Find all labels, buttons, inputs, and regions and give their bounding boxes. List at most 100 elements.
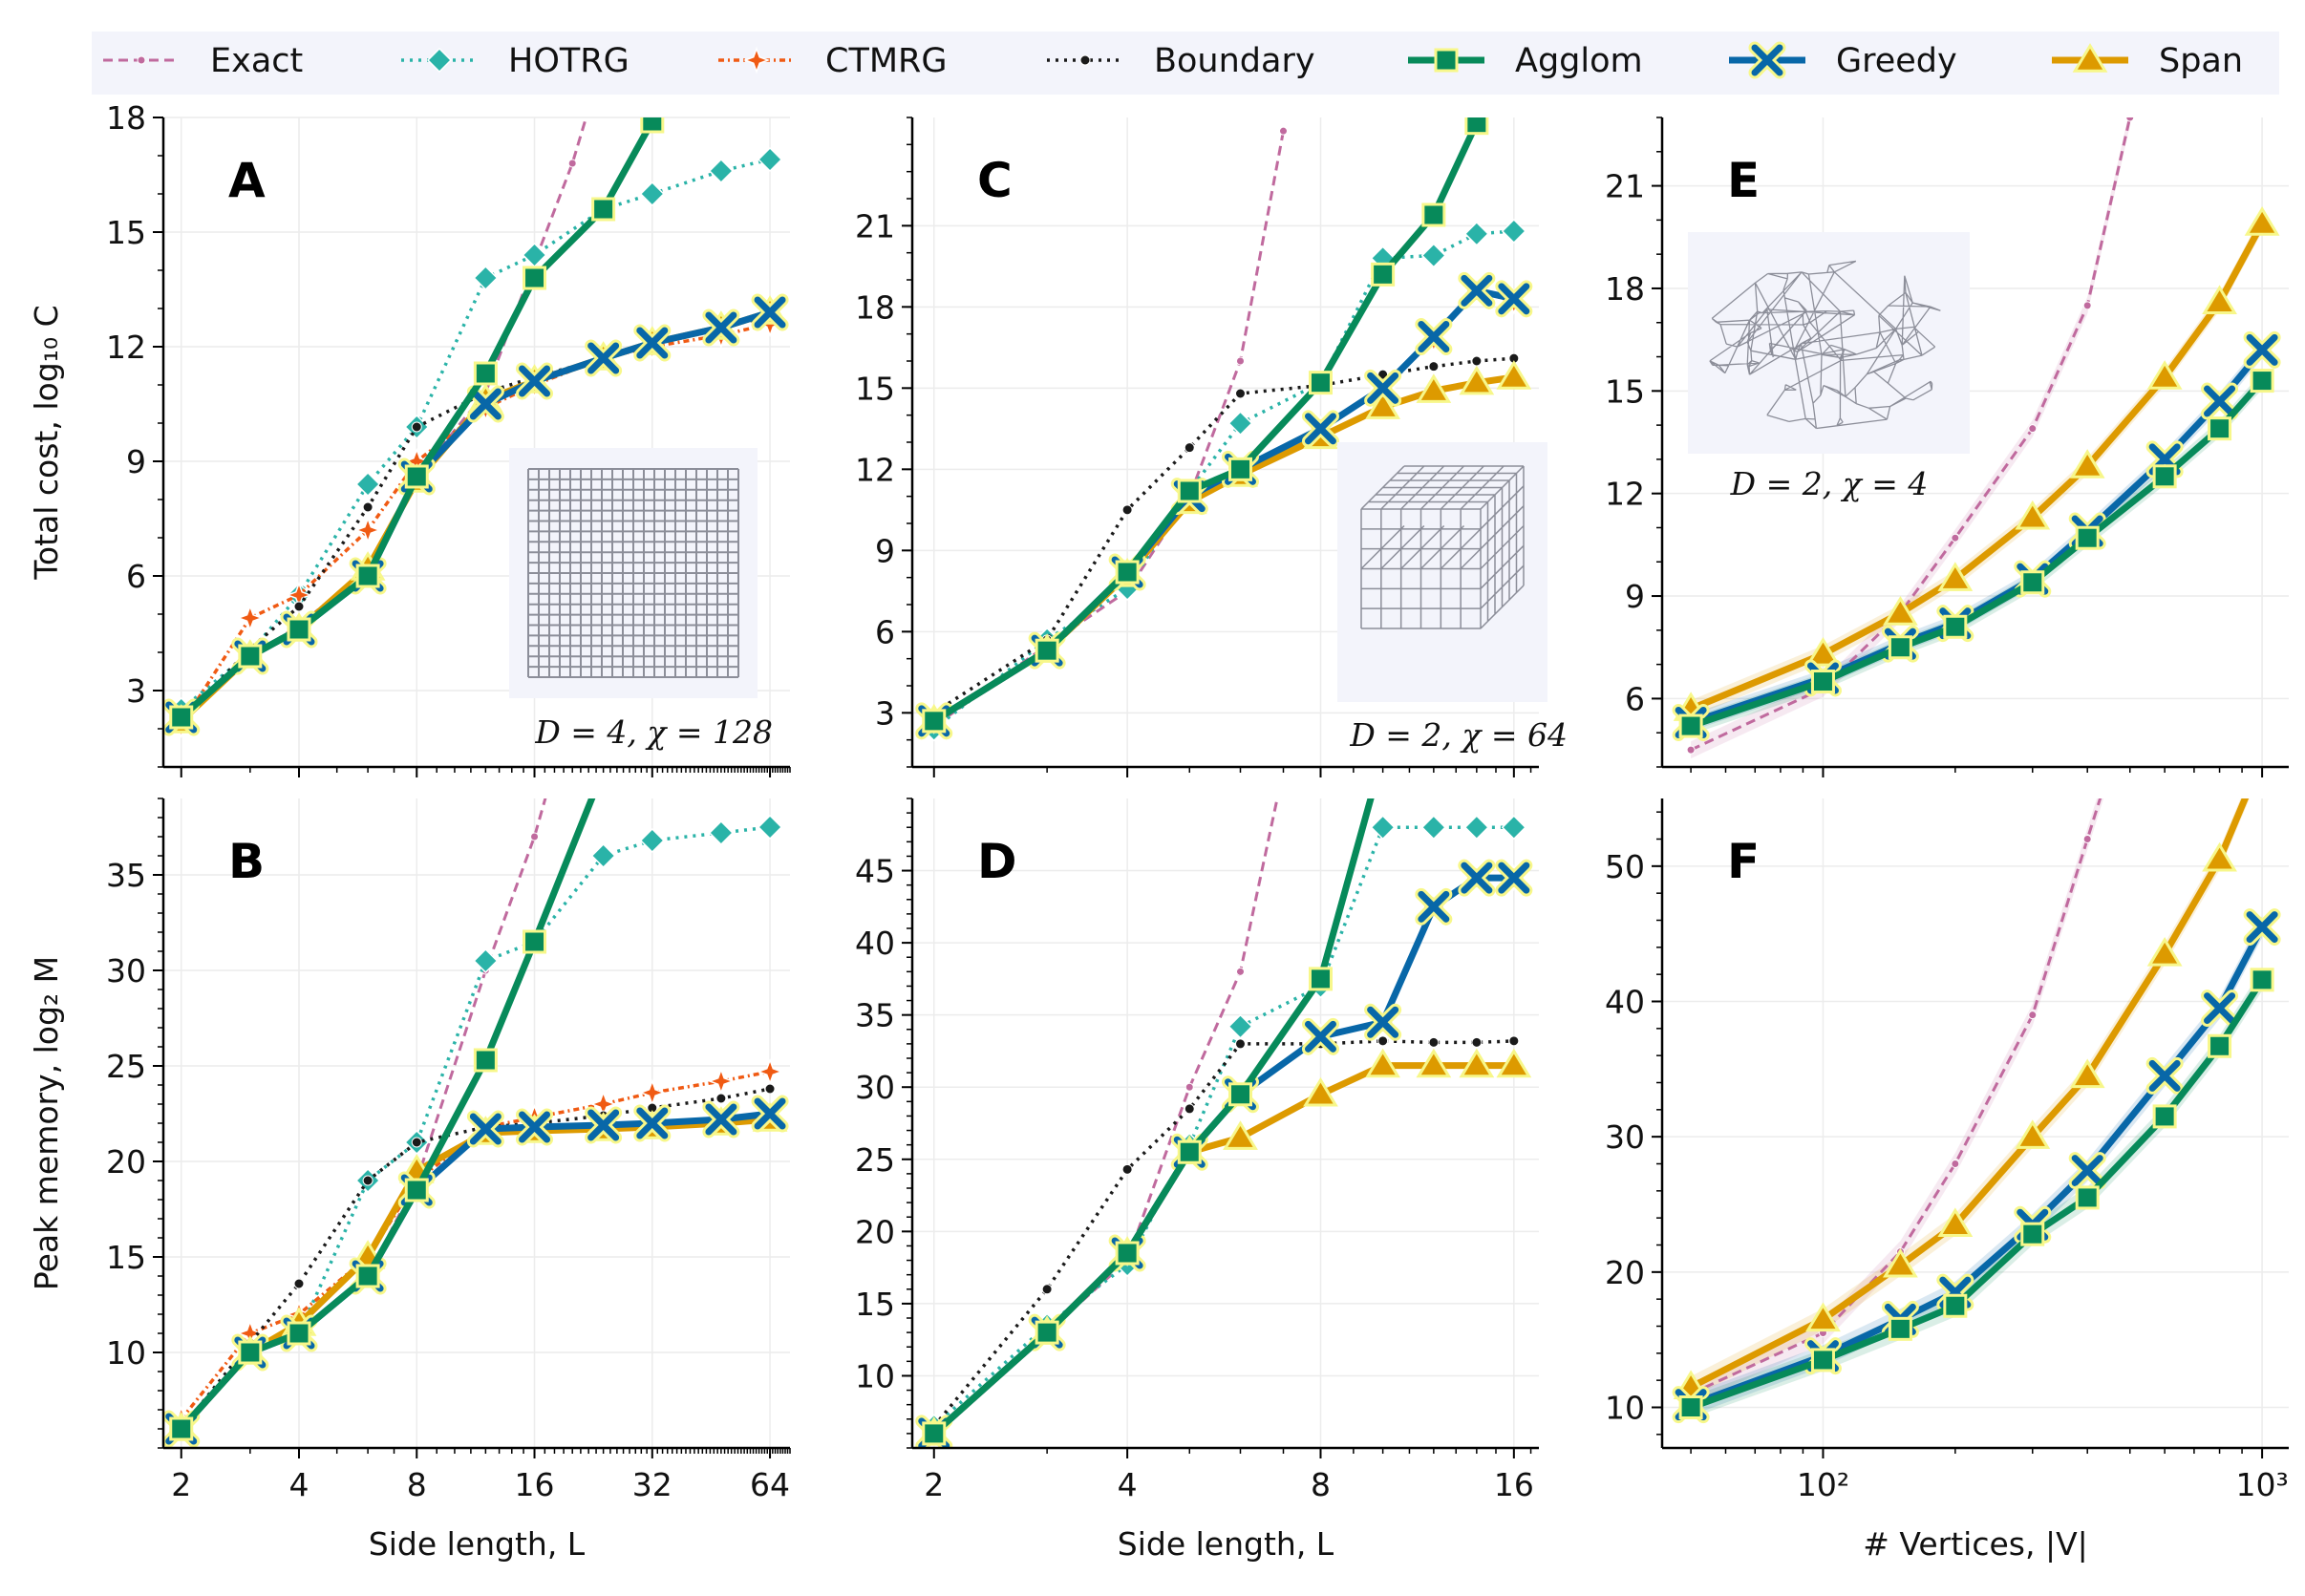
data-point — [2075, 525, 2100, 550]
legend-marker — [1748, 41, 1786, 79]
legend-item-exact: Exact — [103, 42, 303, 80]
plot-area — [163, 117, 789, 739]
inset — [509, 448, 758, 698]
data-point — [466, 385, 504, 423]
data-point — [523, 929, 547, 954]
y-axis-label: Peak memory, log₂ M — [28, 956, 65, 1290]
data-point — [1121, 504, 1133, 516]
data-point — [2202, 285, 2237, 315]
data-point — [708, 158, 734, 184]
y-tick-label: 20 — [855, 1213, 895, 1250]
data-point — [702, 1100, 740, 1138]
data-point — [1227, 411, 1253, 436]
random-graph-icon — [1709, 260, 1941, 430]
data-point — [2015, 1119, 2051, 1149]
marker-cross — [1751, 44, 1783, 76]
data-point — [2202, 841, 2237, 872]
y-tick-label: 20 — [1605, 1254, 1645, 1291]
series-agglom — [1678, 369, 2274, 738]
data-point — [1303, 1076, 1338, 1107]
x-tick-label: 4 — [1118, 1466, 1138, 1503]
data-point — [2243, 908, 2281, 947]
y-tick-label: 3 — [875, 694, 895, 732]
marker-cross — [636, 327, 669, 359]
legend-label: Span — [2159, 42, 2243, 80]
data-point — [1943, 1293, 1968, 1318]
data-point — [2250, 369, 2274, 394]
legend-marker — [426, 47, 453, 74]
x-tick-label: 2 — [171, 1466, 191, 1503]
marker-cross — [1367, 1006, 1399, 1038]
inset — [1688, 232, 1970, 454]
y-tick-label: 3 — [126, 672, 146, 710]
data-point — [1416, 373, 1452, 403]
y-tick-label: 15 — [1605, 372, 1645, 410]
square-lattice-icon — [527, 468, 739, 678]
series-line — [1690, 798, 2102, 1395]
data-point — [2201, 382, 2239, 420]
data-point — [1371, 262, 1396, 287]
marker-cross — [2204, 992, 2236, 1025]
annotation-label: D = 2, χ = 4 — [1730, 465, 1929, 502]
data-point — [568, 699, 576, 707]
data-point — [1459, 1048, 1495, 1078]
data-point — [287, 617, 311, 642]
marker-cross — [636, 1107, 669, 1139]
data-point — [751, 293, 789, 331]
data-point — [1459, 365, 1495, 395]
series-line — [931, 1062, 1514, 1436]
data-point — [355, 471, 381, 498]
data-point — [169, 1416, 194, 1441]
y-tick-label: 21 — [1605, 168, 1645, 205]
y-tick-label: 15 — [855, 1286, 895, 1323]
x-axis-label: Side length, L — [1118, 1525, 1334, 1563]
y-tick-label: 15 — [855, 370, 895, 407]
data-point — [1185, 1082, 1194, 1092]
data-point — [2082, 301, 2092, 310]
plot-area — [1672, 700, 2281, 1424]
x-tick-label: 10² — [1797, 1466, 1849, 1503]
series-agglom — [1678, 968, 2274, 1419]
data-point — [1227, 457, 1252, 481]
data-point — [1235, 356, 1245, 366]
y-tick-label: 12 — [855, 451, 895, 488]
series-greedy — [915, 859, 1533, 1448]
x-tick-label: 32 — [632, 1466, 672, 1503]
data-point — [1428, 361, 1440, 372]
data-point — [639, 827, 665, 854]
panel-d: 10 15 20 25 30 35 40 45 2 4 8 16 Side length, L D — [855, 798, 1539, 1563]
data-point — [2069, 1058, 2105, 1089]
data-point — [1041, 1284, 1053, 1295]
data-point — [1458, 859, 1496, 897]
data-point — [1234, 388, 1246, 399]
panel-e: 6 9 12 15 18 21 E D = 2, χ = 4 — [1605, 117, 2289, 777]
data-point — [1883, 1247, 1918, 1278]
legend-label: HOTRG — [508, 42, 630, 80]
marker-cross — [2071, 1155, 2103, 1187]
data-point — [1370, 815, 1396, 841]
legend-label: Exact — [210, 42, 303, 80]
data-point — [1496, 360, 1532, 390]
data-point — [1115, 560, 1140, 585]
data-point — [1471, 1036, 1483, 1048]
data-point — [2126, 700, 2134, 708]
data-point — [1234, 1038, 1246, 1050]
data-point — [1420, 243, 1446, 268]
series-span — [163, 1102, 788, 1441]
data-point — [355, 564, 380, 588]
data-point — [1308, 967, 1333, 991]
data-point — [1184, 442, 1195, 454]
x-tick-label: 8 — [407, 1466, 427, 1503]
marker-cross — [1367, 372, 1399, 404]
x-tick-label: 8 — [1311, 1466, 1331, 1503]
data-point — [238, 644, 263, 669]
data-point — [1678, 1395, 1703, 1419]
band-agglom — [1691, 372, 2263, 734]
panel-label: D — [977, 834, 1017, 889]
inset-background — [1337, 442, 1547, 702]
y-tick-label: 40 — [855, 925, 895, 962]
marker-cross — [519, 365, 551, 397]
y-tick-label: 18 — [1605, 270, 1645, 308]
data-point — [1377, 1035, 1389, 1047]
marker-cross — [1304, 413, 1336, 445]
